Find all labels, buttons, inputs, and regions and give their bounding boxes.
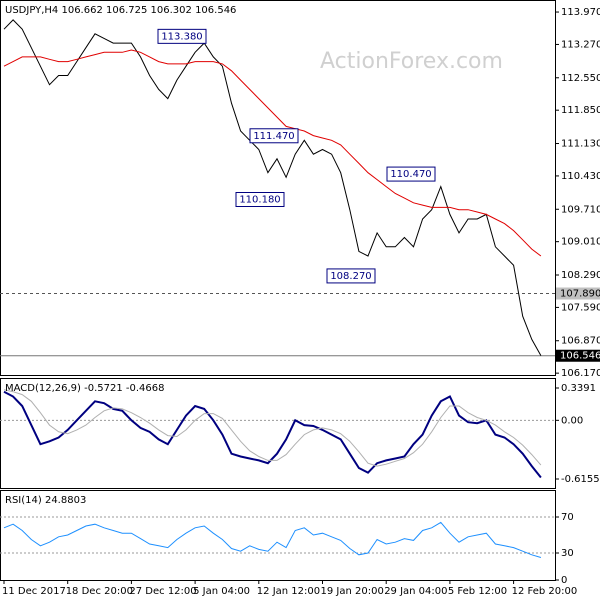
- x-tick-label: 5 Jan 04:00: [193, 586, 250, 597]
- level-label-box: [556, 287, 600, 300]
- annotation-label: 113.380: [161, 31, 202, 42]
- annotation-box: [235, 192, 285, 207]
- annotation-box: [157, 28, 207, 44]
- y-tick-label: 113.970: [561, 7, 600, 18]
- level-label: 107.890: [560, 289, 600, 300]
- x-tick-label: 18 Dec 20:00: [66, 586, 133, 597]
- panel-title: MACD(12,26,9) -0.5721 -0.4668: [5, 383, 165, 394]
- y-tick-label: 0: [561, 575, 567, 586]
- y-tick-label: 110.430: [561, 171, 600, 182]
- y-tick-label: 113.270: [561, 39, 600, 50]
- annotation-label: 110.470: [390, 169, 431, 180]
- y-tick-label: 112.550: [561, 73, 600, 84]
- panel-frame: [0, 0, 556, 376]
- panel-title: RSI(14) 24.8803: [5, 495, 86, 506]
- y-tick-label: 106.870: [561, 336, 600, 347]
- y-tick-label: 107.590: [561, 302, 600, 313]
- annotation-label: 110.180: [239, 195, 280, 206]
- annotation-box: [326, 268, 376, 284]
- x-tick-label: 29 Jan 04:00: [384, 586, 447, 597]
- x-tick-label: 11 Dec 2017: [2, 586, 66, 597]
- y-tick-label: 111.130: [561, 139, 600, 150]
- series-line: [3, 19, 542, 356]
- y-tick-label: 70: [561, 512, 574, 523]
- panel-frame: [0, 490, 556, 581]
- y-tick-label: 0.00: [561, 415, 583, 426]
- x-tick-label: 12 Feb 20:00: [512, 586, 578, 597]
- annotation-box: [386, 166, 436, 182]
- x-tick-label: 12 Jan 12:00: [257, 586, 320, 597]
- x-tick-label: 27 Dec 12:00: [129, 586, 196, 597]
- watermark: ActionForex.com: [320, 49, 503, 74]
- level-label-box: [556, 349, 600, 362]
- y-tick-label: 108.290: [561, 270, 600, 281]
- series-line: [3, 389, 542, 467]
- panel-frame: [0, 378, 556, 489]
- y-tick-label: 106.170: [561, 368, 600, 379]
- y-tick-label: 30: [561, 548, 574, 559]
- y-tick-label: 0.3391: [561, 383, 596, 394]
- y-tick-label: 109.710: [561, 204, 600, 215]
- series-line: [3, 521, 542, 558]
- y-tick-label: 111.850: [561, 105, 600, 116]
- y-tick-label: 109.010: [561, 237, 600, 248]
- series-line: [3, 390, 542, 479]
- series-line: [3, 49, 542, 257]
- annotation-label: 108.270: [330, 271, 371, 282]
- panel-title: USDJPY,H4 106.662 106.725 106.302 106.54…: [5, 5, 236, 16]
- y-tick-label: -0.6155: [561, 474, 600, 485]
- annotation-box: [249, 128, 299, 144]
- level-label: 106.546: [560, 351, 600, 362]
- annotation-label: 111.470: [253, 131, 294, 142]
- x-tick-label: 5 Feb 12:00: [448, 586, 507, 597]
- x-tick-label: 19 Jan 20:00: [321, 586, 384, 597]
